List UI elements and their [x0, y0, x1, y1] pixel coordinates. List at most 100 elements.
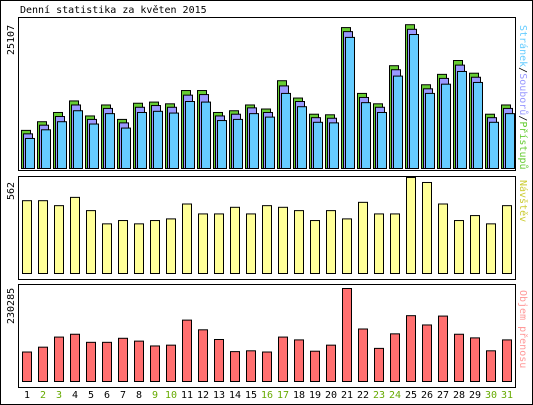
middle-legend: Návštěv — [517, 180, 529, 222]
pages-bar — [457, 70, 467, 169]
visits-bar — [70, 196, 80, 274]
x-tick-label: 7 — [120, 390, 126, 401]
bandwidth-bar — [502, 339, 512, 382]
pages-bar — [169, 112, 179, 170]
bottom-legend: Objem přenosu — [517, 290, 529, 368]
pages-bar — [329, 122, 339, 169]
visits-bar — [486, 223, 496, 274]
visits-bar — [406, 177, 416, 274]
bandwidth-bar — [438, 315, 448, 382]
legend-entry: Stránek — [517, 25, 529, 67]
visits-bar — [150, 220, 160, 274]
pages-bar — [377, 111, 387, 169]
top-panel-frame — [18, 17, 516, 171]
visits-bar — [198, 213, 208, 274]
pages-bar — [361, 102, 371, 169]
visits-bar — [134, 223, 144, 274]
bandwidth-bar — [22, 351, 32, 382]
visits-bar — [22, 200, 32, 274]
bandwidth-bar — [70, 333, 80, 382]
pages-bar — [489, 121, 499, 169]
pages-bar — [425, 92, 435, 169]
legend-entry: / — [517, 115, 528, 121]
visits-bar — [454, 220, 464, 274]
x-axis-labels: 1 2 3 4 5 6 7 8 9 10 11 12 13 14 15 16 17 18 19 20 21 22 23 24 2… — [24, 390, 513, 401]
legend-entry: Objem přenosu — [517, 290, 529, 368]
bandwidth-bar — [102, 341, 112, 383]
bandwidth-bar — [294, 339, 304, 382]
bottom-max-label: 230285 — [6, 288, 17, 324]
pages-bar — [345, 36, 355, 169]
visits-bar — [214, 213, 224, 274]
visits-bar — [342, 218, 352, 275]
visits-bar — [118, 220, 128, 274]
x-tick-label: 18 — [293, 390, 305, 401]
x-tick-label: 15 — [245, 390, 257, 401]
bandwidth-bar — [118, 337, 128, 383]
bandwidth-bar — [246, 350, 256, 382]
bandwidth-bar — [38, 346, 48, 383]
bandwidth-bar — [310, 350, 320, 383]
bandwidth-bar — [326, 344, 336, 383]
x-tick-label: 26 — [421, 390, 433, 401]
pages-bar — [121, 127, 131, 169]
bandwidth-bar — [358, 328, 368, 383]
pages-bar — [105, 113, 115, 170]
bottom-panel-frame — [18, 284, 516, 388]
pages-bar — [473, 81, 483, 169]
bandwidth-bar — [230, 351, 240, 383]
x-tick-label: 9 — [152, 390, 158, 401]
x-tick-label: 1 — [24, 390, 30, 401]
x-tick-label: 28 — [453, 390, 465, 401]
pages-bar — [137, 111, 147, 169]
visits-bar — [294, 210, 304, 274]
bandwidth-bar — [150, 345, 160, 382]
pages-bar — [73, 110, 83, 170]
bandwidth-bar — [486, 350, 496, 382]
x-tick-label: 27 — [437, 390, 449, 401]
visits-bar — [230, 206, 240, 274]
pages-bar — [393, 75, 403, 169]
pages-bar — [441, 83, 451, 169]
chart-title: Denní statistika za květen 2015 — [20, 4, 207, 16]
x-tick-label: 22 — [357, 390, 369, 401]
visits-bar — [326, 210, 336, 274]
visits-bar — [278, 206, 288, 274]
visits-bar — [470, 215, 480, 274]
pages-bar — [41, 129, 51, 170]
bandwidth-bar — [374, 347, 384, 383]
middle-panel-frame — [18, 176, 516, 280]
x-tick-label: 11 — [181, 390, 193, 401]
x-tick-label: 10 — [165, 390, 177, 401]
visits-bar — [246, 213, 256, 274]
x-tick-label: 31 — [501, 390, 513, 401]
pages-bar — [409, 34, 419, 170]
pages-bar — [153, 110, 163, 169]
legend-entry: / — [517, 67, 528, 73]
bandwidth-bar — [422, 324, 432, 382]
legend-entry: Návštěv — [517, 180, 529, 222]
x-tick-label: 5 — [88, 390, 94, 401]
pages-bar — [233, 118, 243, 169]
bars-layer — [21, 24, 515, 383]
bandwidth-bar — [454, 333, 464, 382]
x-tick-label: 30 — [485, 390, 497, 401]
x-tick-label: 16 — [261, 390, 273, 401]
x-tick-label: 17 — [277, 390, 289, 401]
pages-bar — [57, 121, 67, 169]
x-tick-label: 12 — [197, 390, 209, 401]
bandwidth-bar — [406, 315, 416, 383]
x-tick-label: 13 — [213, 390, 225, 401]
visits-bar — [262, 205, 272, 275]
bandwidth-bar — [166, 344, 176, 383]
bandwidth-bar — [86, 341, 96, 383]
bandwidth-bar — [278, 336, 288, 382]
top-max-label: 25107 — [6, 25, 17, 55]
x-tick-label: 6 — [104, 390, 110, 401]
pages-bar — [185, 101, 195, 169]
visits-bar — [54, 205, 64, 275]
legend-entry: Souborů — [517, 73, 529, 115]
x-tick-label: 24 — [389, 390, 401, 401]
visits-bar — [182, 203, 192, 274]
